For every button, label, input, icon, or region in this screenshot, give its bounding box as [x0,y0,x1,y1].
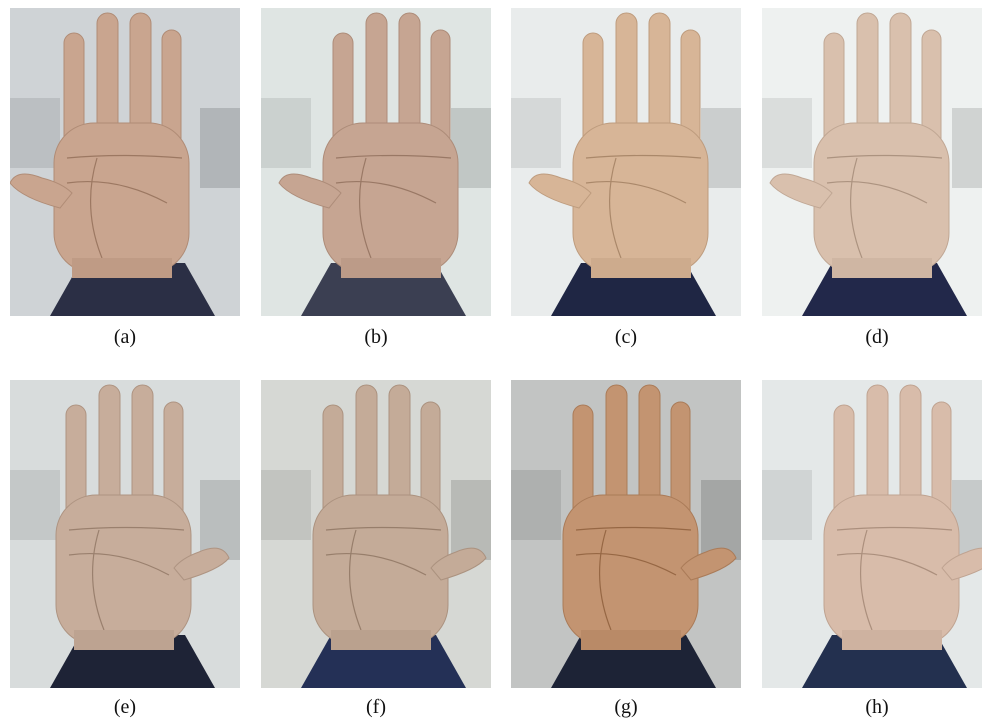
palm-image-h [762,380,982,688]
palm-image-g [511,380,741,688]
palm-image-c [511,8,741,316]
palm-image-f [261,380,491,688]
panel-h: (h) [762,380,982,718]
panel-c: (c) [511,8,741,348]
palm-image-e [10,380,240,688]
panel-b: (b) [261,8,491,348]
panel-d: (d) [762,8,982,348]
caption-h: (h) [865,696,889,718]
palm-image-a [10,8,240,316]
panel-a: (a) [10,8,240,348]
panel-f: (f) [261,380,491,718]
caption-b: (b) [364,326,388,348]
caption-f: (f) [366,696,386,718]
caption-g: (g) [614,696,638,718]
panel-g: (g) [511,380,741,718]
palm-image-d [762,8,982,316]
palm-image-b [261,8,491,316]
caption-c: (c) [614,326,638,348]
caption-e: (e) [113,696,137,718]
caption-d: (d) [865,326,889,348]
caption-a: (a) [113,326,137,348]
panel-e: (e) [10,380,240,718]
